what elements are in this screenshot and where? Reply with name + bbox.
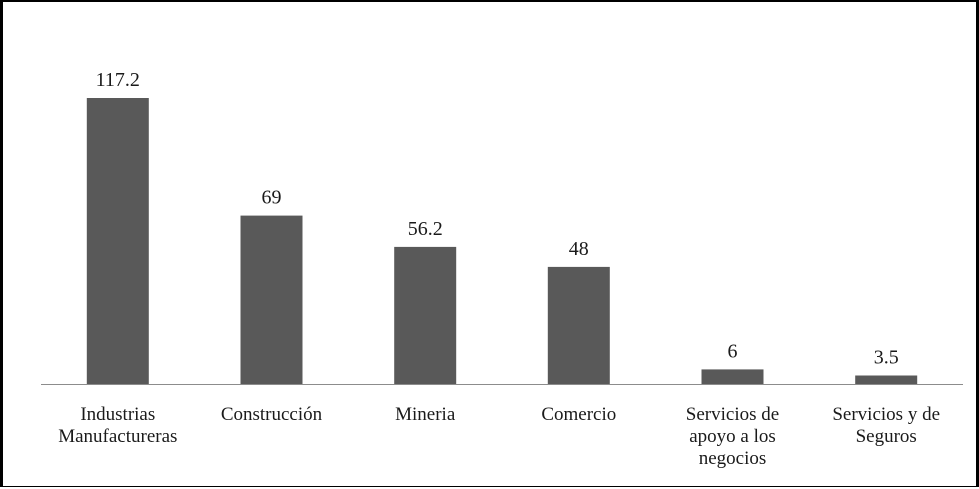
category-label-4: Servicios de apoyo a los negocios [686, 404, 779, 469]
category-label-2: Mineria [395, 404, 456, 425]
category-label-0-line-0: Industrias [80, 404, 155, 425]
labels-layer: 117.2 Industrias Manufactureras 69 Construcc… [58, 69, 940, 469]
category-label-5-line-0: Servicios y de [832, 404, 940, 425]
bar-value-label-2: 56.2 [408, 218, 443, 240]
bar-3 [547, 266, 610, 384]
bar-2 [394, 246, 457, 384]
category-label-1-line-0: Construcción [221, 404, 323, 425]
category-label-3: Comercio [541, 404, 616, 425]
category-label-4-line-2: negocios [699, 448, 767, 469]
category-label-0-line-1: Manufactureras [58, 426, 177, 447]
bar-4 [701, 369, 764, 384]
category-label-5-line-1: Seguros [856, 426, 917, 447]
bar-chart: 117.2 Industrias Manufactureras 69 Construcc… [41, 69, 963, 469]
category-label-4-line-0: Servicios de [686, 404, 779, 425]
category-label-5: Servicios y de Seguros [832, 404, 940, 447]
bar-value-label-3: 48 [569, 238, 589, 260]
category-label-2-line-0: Mineria [395, 404, 456, 425]
bar-value-label-5: 3.5 [874, 347, 899, 369]
category-label-3-line-0: Comercio [541, 404, 616, 425]
category-label-4-line-1: apoyo a los [689, 426, 776, 447]
category-label-0: Industrias Manufactureras [58, 404, 177, 447]
bar-value-label-0: 117.2 [96, 69, 140, 91]
bars-layer [86, 98, 918, 384]
bar-value-label-1: 69 [262, 187, 282, 209]
bar-5 [855, 375, 918, 384]
category-label-1: Construcción [221, 404, 323, 425]
bar-value-label-4: 6 [728, 340, 738, 362]
bar-1 [240, 215, 303, 384]
bar-0 [86, 98, 149, 384]
